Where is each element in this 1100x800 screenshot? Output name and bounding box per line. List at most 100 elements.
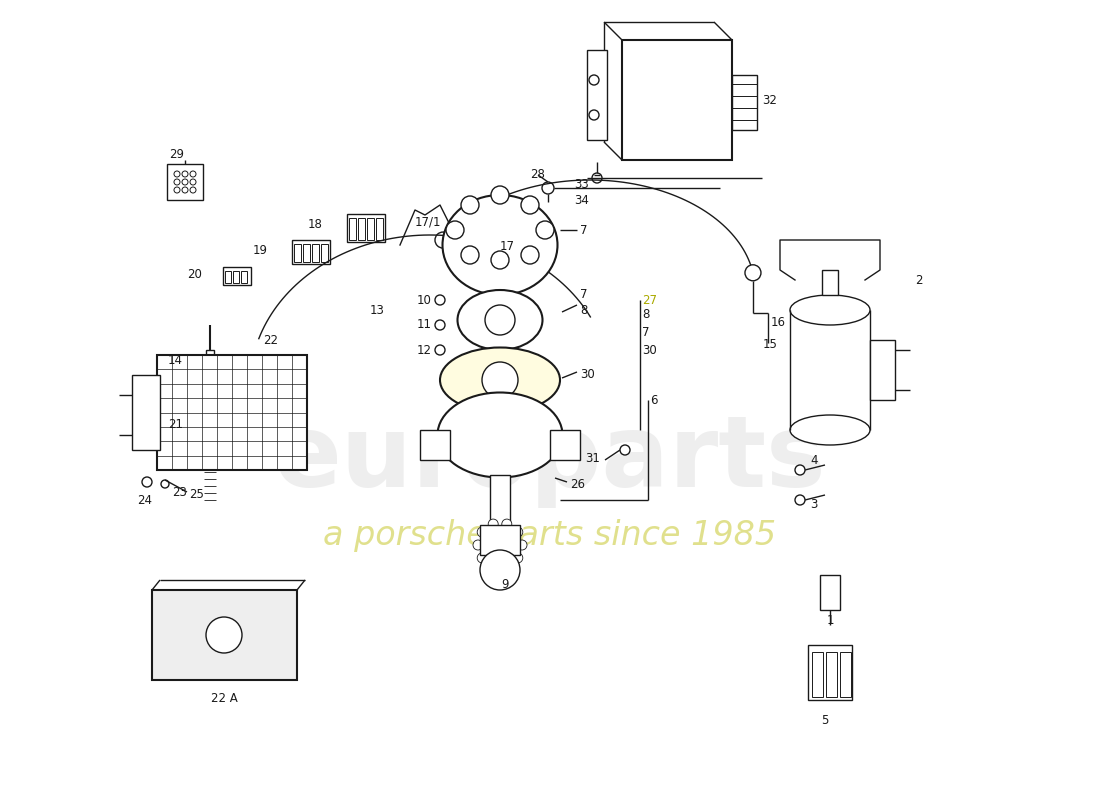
Circle shape xyxy=(491,251,509,269)
Text: 30: 30 xyxy=(642,343,657,357)
Text: 34: 34 xyxy=(574,194,589,206)
Bar xyxy=(312,244,319,262)
Text: a porsche parts since 1985: a porsche parts since 1985 xyxy=(323,518,777,551)
Circle shape xyxy=(174,171,180,177)
Circle shape xyxy=(190,171,196,177)
Circle shape xyxy=(473,540,483,550)
Circle shape xyxy=(542,182,554,194)
Text: 13: 13 xyxy=(370,303,385,317)
Bar xyxy=(206,415,214,465)
Text: 22: 22 xyxy=(263,334,278,346)
Text: 22 A: 22 A xyxy=(210,691,238,705)
Bar xyxy=(157,355,307,470)
Circle shape xyxy=(461,196,478,214)
Circle shape xyxy=(491,186,509,204)
Bar xyxy=(461,237,468,263)
Bar xyxy=(226,271,231,283)
Text: 5: 5 xyxy=(822,714,828,726)
Ellipse shape xyxy=(790,415,870,445)
Text: 26: 26 xyxy=(570,478,585,491)
Circle shape xyxy=(477,553,487,563)
Circle shape xyxy=(488,561,498,571)
Bar xyxy=(167,164,204,200)
Text: 18: 18 xyxy=(308,218,323,231)
Circle shape xyxy=(745,265,761,281)
Text: 1: 1 xyxy=(826,614,834,626)
Circle shape xyxy=(182,171,188,177)
Bar xyxy=(480,525,520,555)
Circle shape xyxy=(795,465,805,475)
Text: 21: 21 xyxy=(168,418,183,431)
Bar xyxy=(152,590,297,680)
Text: 15: 15 xyxy=(763,338,778,351)
Text: 10: 10 xyxy=(417,294,432,306)
Circle shape xyxy=(174,179,180,185)
Circle shape xyxy=(536,221,554,239)
Text: 25: 25 xyxy=(189,489,204,502)
Bar xyxy=(490,475,510,530)
Bar xyxy=(826,652,837,697)
Circle shape xyxy=(502,519,512,529)
Circle shape xyxy=(480,550,520,590)
Circle shape xyxy=(446,221,464,239)
Circle shape xyxy=(588,110,600,120)
Text: 20: 20 xyxy=(187,267,202,281)
Ellipse shape xyxy=(438,393,562,478)
Bar xyxy=(294,244,301,262)
Bar xyxy=(367,218,374,240)
Text: 9: 9 xyxy=(502,578,508,591)
Bar xyxy=(302,244,310,262)
Circle shape xyxy=(182,179,188,185)
Bar xyxy=(233,271,239,283)
Circle shape xyxy=(588,75,600,85)
Circle shape xyxy=(620,445,630,455)
Circle shape xyxy=(434,345,446,355)
Circle shape xyxy=(190,187,196,193)
Text: 24: 24 xyxy=(138,494,152,506)
Circle shape xyxy=(206,617,242,653)
Text: 31: 31 xyxy=(585,451,600,465)
Text: 8: 8 xyxy=(580,303,587,317)
Text: 2: 2 xyxy=(915,274,923,286)
Bar xyxy=(621,40,732,160)
Text: 7: 7 xyxy=(580,289,587,302)
Text: 17: 17 xyxy=(500,241,515,254)
Circle shape xyxy=(795,495,805,505)
Text: 6: 6 xyxy=(650,394,658,406)
Text: 12: 12 xyxy=(417,343,432,357)
Text: 19: 19 xyxy=(253,243,268,257)
Circle shape xyxy=(174,187,180,193)
Text: 16: 16 xyxy=(771,316,786,330)
Circle shape xyxy=(190,179,196,185)
Circle shape xyxy=(461,246,478,264)
Text: 27: 27 xyxy=(642,294,657,306)
Text: 17/1: 17/1 xyxy=(415,215,441,229)
Bar xyxy=(808,645,852,700)
Text: 33: 33 xyxy=(574,178,589,191)
Text: 8: 8 xyxy=(642,309,649,322)
Ellipse shape xyxy=(458,290,542,350)
Bar xyxy=(453,237,459,263)
Circle shape xyxy=(182,187,188,193)
Text: 11: 11 xyxy=(417,318,432,331)
Bar xyxy=(732,75,757,130)
Bar xyxy=(469,237,475,263)
Bar xyxy=(420,430,450,460)
Bar xyxy=(452,233,497,265)
Circle shape xyxy=(482,362,518,398)
Bar xyxy=(485,237,491,263)
Bar xyxy=(346,214,385,242)
Text: 30: 30 xyxy=(580,369,595,382)
Bar xyxy=(477,237,483,263)
Text: 32: 32 xyxy=(762,94,777,106)
Text: 7: 7 xyxy=(580,223,587,237)
Text: 7: 7 xyxy=(642,326,649,338)
Bar xyxy=(870,340,895,400)
Text: 4: 4 xyxy=(810,454,817,466)
Bar xyxy=(840,652,851,697)
Circle shape xyxy=(477,527,487,537)
Text: 23: 23 xyxy=(172,486,187,498)
Circle shape xyxy=(521,246,539,264)
Circle shape xyxy=(517,540,527,550)
Circle shape xyxy=(434,320,446,330)
